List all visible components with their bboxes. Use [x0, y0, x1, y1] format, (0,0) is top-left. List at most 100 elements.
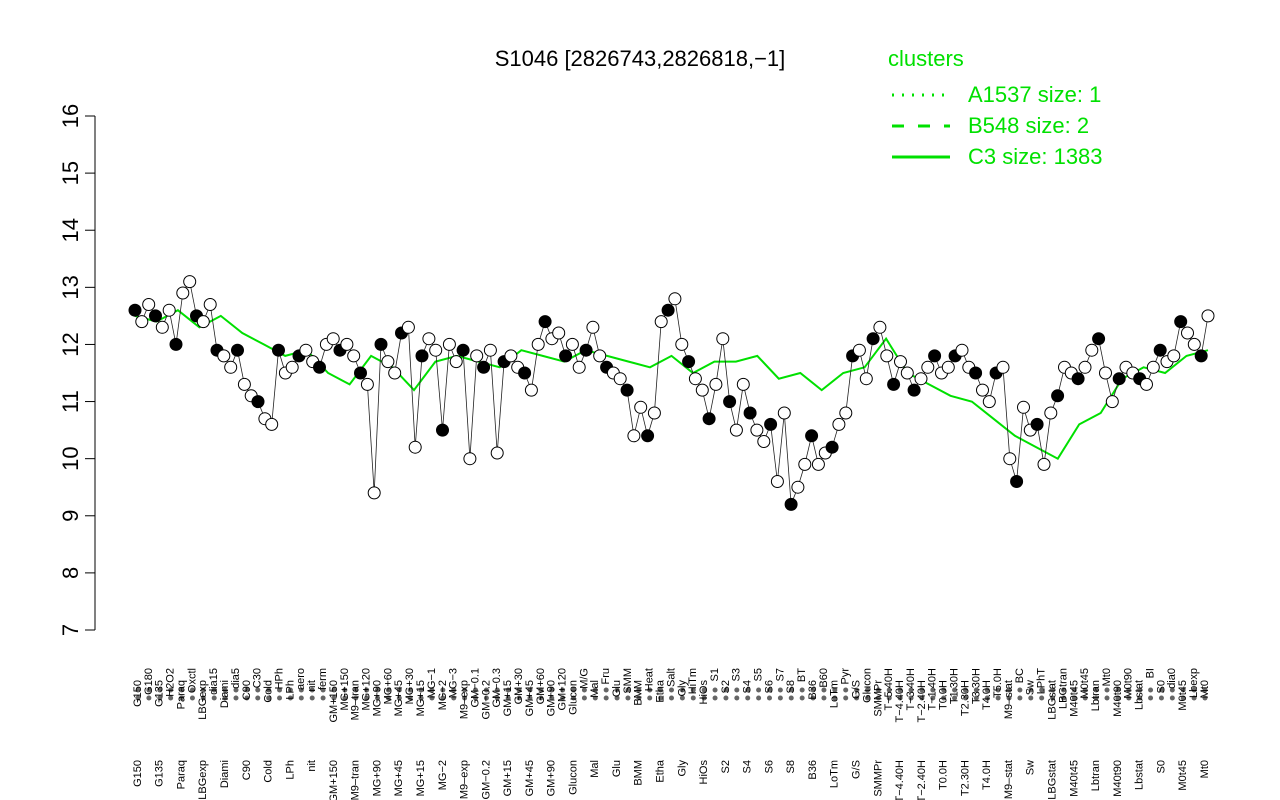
x-tick-label-lower: Mal [589, 760, 601, 778]
x-tick-marker [854, 695, 860, 701]
data-point [483, 343, 497, 357]
data-point [1146, 360, 1160, 374]
data-point [429, 343, 443, 357]
x-tick-marker [1028, 695, 1034, 701]
x-tick-marker [309, 695, 315, 701]
x-tick-marker [233, 687, 239, 693]
x-tick-marker [1050, 687, 1056, 693]
x-tick-marker [756, 695, 762, 701]
x-tick-label: MG−3 [448, 668, 460, 698]
x-tick-marker [756, 687, 762, 693]
x-tick-label: Diami [219, 680, 231, 708]
x-tick-marker [516, 695, 522, 701]
x-tick-marker [342, 695, 348, 701]
data-point [941, 360, 955, 374]
data-point [231, 343, 244, 357]
x-tick-label: Pyr [840, 668, 852, 685]
data-point [825, 440, 839, 454]
x-tick-label: S3 [731, 668, 743, 681]
x-tick-label-lower: Etha [655, 759, 667, 783]
x-tick-label-lower: Lbstat [1134, 760, 1146, 790]
data-point [176, 286, 190, 300]
x-tick-marker [897, 687, 903, 693]
x-tick-marker [342, 687, 348, 693]
x-tick-marker [222, 687, 228, 693]
chart-title: S1046 [2826743,2826818,−1] [495, 46, 786, 71]
x-tick-marker [875, 687, 881, 693]
data-point [811, 457, 825, 471]
x-tick-marker [1158, 687, 1164, 693]
x-tick-marker [353, 687, 359, 693]
data-point [340, 337, 354, 351]
x-tick-label: Glucon [861, 668, 873, 703]
data-point [217, 349, 231, 363]
x-tick-marker [244, 695, 250, 701]
x-tick-label: MG+45 [393, 680, 405, 716]
x-tick-label: Lbstat [1134, 680, 1146, 710]
data-point [518, 366, 532, 380]
x-tick-marker [723, 695, 729, 701]
data-point [142, 298, 156, 311]
data-point [996, 360, 1010, 374]
series-line-0 [134, 309, 1209, 461]
x-tick-marker [189, 687, 195, 693]
x-tick-label: T4.0H [981, 680, 993, 710]
x-tick-marker [1104, 695, 1110, 701]
x-tick-label-lower: Gly [676, 760, 688, 777]
x-tick-label: Mal [589, 680, 601, 698]
x-tick-marker [1104, 687, 1110, 693]
x-tick-marker [407, 687, 413, 693]
data-point [456, 343, 470, 357]
x-tick-marker [984, 687, 990, 693]
x-tick-label-lower: G150 [132, 760, 144, 787]
x-tick-label: GM+15 [502, 680, 514, 716]
data-point [723, 395, 737, 409]
x-tick-marker [592, 695, 598, 701]
x-tick-label-lower: T2.30H [959, 760, 971, 796]
x-tick-marker [1039, 687, 1045, 693]
x-tick-marker [364, 687, 370, 693]
x-tick-marker [864, 687, 870, 693]
x-tick-marker [255, 695, 261, 701]
x-tick-marker [516, 687, 522, 693]
x-tick-label: Glucon [567, 680, 579, 715]
x-tick-label: LBGtran [1057, 668, 1069, 709]
data-point [832, 417, 846, 431]
x-tick-marker [669, 687, 674, 693]
x-tick-marker [1082, 695, 1088, 701]
x-tick-label: LoTm [829, 680, 841, 708]
data-point [654, 315, 668, 329]
x-tick-label: M9–tran [350, 680, 362, 720]
x-tick-label: S5 [753, 668, 765, 681]
data-point [682, 355, 696, 369]
x-tick-marker [1191, 687, 1197, 693]
x-tick-marker [788, 687, 794, 693]
x-tick-label: T−3.40H [905, 668, 917, 711]
data-point [1010, 475, 1024, 488]
x-tick-marker [1006, 695, 1012, 701]
x-tick-marker [679, 687, 685, 693]
y-tick-label: 13 [58, 275, 83, 299]
data-point [955, 343, 969, 357]
x-tick-marker [919, 695, 925, 701]
data-point [531, 337, 545, 351]
x-tick-label: Sw [1025, 680, 1037, 695]
x-tick-marker [287, 687, 293, 693]
data-point [873, 320, 887, 334]
x-tick-marker [701, 695, 707, 701]
data-point [866, 332, 880, 346]
x-tick-marker [538, 695, 544, 701]
x-tick-label: aero [295, 668, 307, 690]
x-tick-marker [385, 695, 391, 701]
x-tick-marker [930, 687, 936, 693]
data-point [347, 349, 361, 363]
data-point [914, 372, 928, 386]
x-tick-marker [952, 687, 958, 693]
x-tick-marker [320, 687, 326, 693]
x-tick-label: nit [306, 680, 318, 692]
x-tick-marker [962, 687, 968, 693]
x-tick-marker [745, 687, 751, 693]
data-point [326, 332, 340, 346]
x-tick-label-lower: LBGexp [197, 760, 209, 800]
x-axis: G150G150G180G135G135H2O2ParaqParaqOxctlL… [132, 668, 1211, 800]
